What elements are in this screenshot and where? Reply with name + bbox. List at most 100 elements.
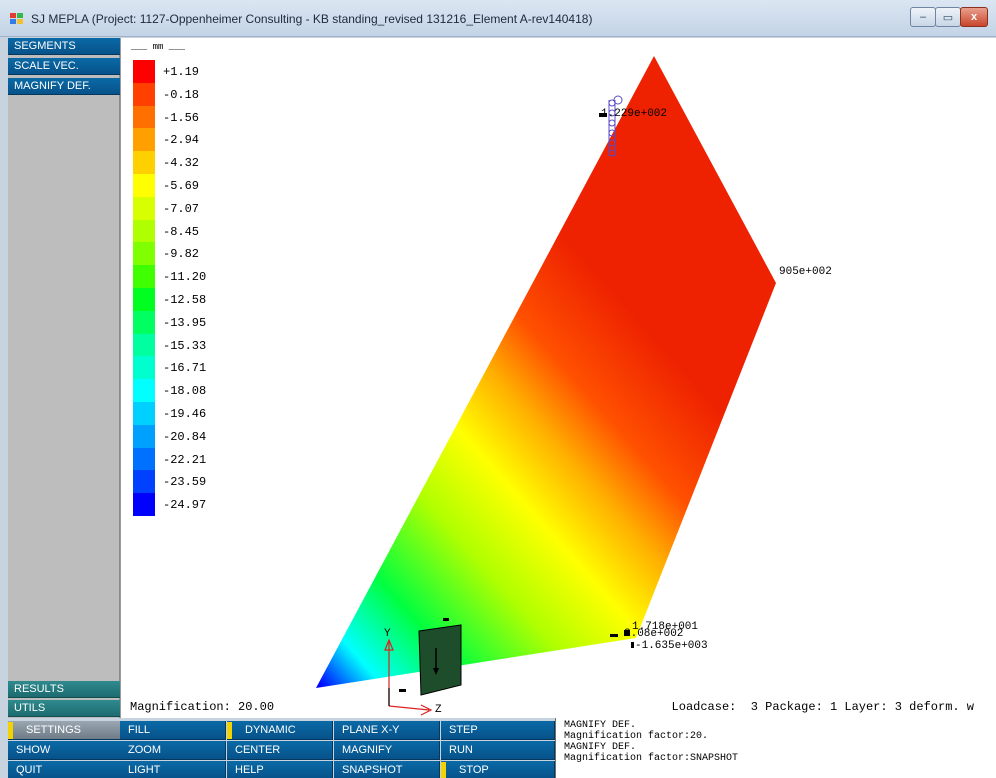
- legend-row: -16.71: [133, 356, 293, 380]
- legend-value: -12.58: [163, 293, 207, 307]
- legend-value: -11.20: [163, 270, 207, 285]
- legend-row: -0.18: [133, 82, 293, 106]
- loadcase-status: Loadcase: 3 Package: 1 Layer: 3 deform. …: [671, 700, 974, 714]
- close-icon: x: [970, 11, 978, 23]
- annotation-bottom-c: -1.635e+003: [635, 640, 708, 652]
- legend-row: -22.21: [133, 447, 293, 471]
- close-button[interactable]: x: [960, 7, 988, 27]
- legend-row: -8.45: [133, 219, 293, 243]
- segments-button[interactable]: SEGMENTS: [8, 38, 120, 55]
- legend-value: -24.97: [163, 498, 207, 513]
- console-line: MAGNIFY DEF.: [564, 720, 637, 731]
- legend-swatch: [133, 242, 155, 266]
- model-canvas: Y Z: [316, 56, 776, 716]
- z-axis-label: Z: [435, 704, 442, 716]
- legend-row: -2.94: [133, 128, 293, 152]
- step-button[interactable]: STEP: [441, 721, 555, 740]
- plane-button[interactable]: PLANE X-Y: [334, 721, 440, 740]
- console-line: MAGNIFY DEF.: [564, 742, 637, 753]
- fill-button[interactable]: FILL: [120, 721, 226, 740]
- legend-row: -24.97: [133, 493, 293, 517]
- legend-row: -4.32: [133, 151, 293, 175]
- utils-button[interactable]: UTILS: [8, 700, 120, 717]
- axis-triad: [384, 638, 433, 716]
- legend-row: -5.69: [133, 174, 293, 197]
- settings-button[interactable]: SETTINGS: [8, 721, 120, 740]
- legend-row: -18.08: [133, 379, 293, 403]
- legend-swatch: [133, 379, 155, 403]
- legend-swatch: [133, 128, 155, 152]
- results-viewport[interactable]: Y Z ___ mm ___ +1.19 -0.18 -1.56 -2.94 -4.32…: [120, 38, 996, 718]
- support-markers-top: [608, 95, 623, 157]
- maximize-button[interactable]: ▭: [935, 7, 961, 27]
- legend-value: -8.45: [163, 224, 200, 239]
- scale-vec-button[interactable]: SCALE VEC.: [8, 58, 120, 75]
- active-indicator: [227, 722, 232, 739]
- load-arrow-top: [599, 113, 607, 117]
- console-output[interactable]: MAGNIFY DEF. Magnification factor:20. MA…: [555, 718, 996, 778]
- legend-value: -0.18: [163, 87, 200, 102]
- deformed-plate: [316, 56, 776, 688]
- legend-unit-label: ___ mm ___: [131, 42, 186, 52]
- window-title: SJ MEPLA (Project: 1127-Oppenheimer Cons…: [31, 12, 593, 26]
- app-icon: [10, 13, 24, 25]
- legend-swatch: [133, 174, 155, 197]
- quit-button[interactable]: QUIT: [8, 761, 120, 778]
- legend-row: +1.19: [133, 60, 293, 83]
- legend-swatch: [133, 447, 155, 471]
- results-button[interactable]: RESULTS: [8, 681, 120, 698]
- show-button[interactable]: SHOW: [8, 741, 120, 760]
- legend-swatch: [133, 105, 155, 129]
- legend-swatch: [133, 82, 155, 106]
- run-button[interactable]: RUN: [441, 741, 555, 760]
- legend-value: -5.69: [163, 179, 200, 193]
- legend-value: +1.19: [163, 65, 200, 79]
- side-menu: SEGMENTS SCALE VEC. MAGNIFY DEF. RESULTS…: [8, 38, 120, 718]
- legend-swatch: [133, 470, 155, 494]
- magnify-button[interactable]: MAGNIFY: [334, 741, 440, 760]
- legend-row: -19.46: [133, 402, 293, 425]
- magnify-def-button[interactable]: MAGNIFY DEF.: [8, 78, 120, 95]
- zoom-button[interactable]: ZOOM: [120, 741, 226, 760]
- stop-button[interactable]: STOP: [441, 761, 555, 778]
- legend-row: -7.07: [133, 196, 293, 220]
- center-button[interactable]: CENTER: [227, 741, 333, 760]
- light-button[interactable]: LIGHT: [120, 761, 226, 778]
- legend-swatch: [133, 356, 155, 380]
- title-bar: SJ MEPLA (Project: 1127-Oppenheimer Cons…: [0, 0, 996, 37]
- legend-value: -2.94: [163, 133, 200, 148]
- legend-swatch: [133, 219, 155, 243]
- legend-swatch: [133, 196, 155, 220]
- legend-row: -23.59: [133, 470, 293, 494]
- legend-swatch: [133, 310, 155, 334]
- legend-row: -15.33: [133, 333, 293, 357]
- legend-swatch: [133, 424, 155, 448]
- maximize-icon: ▭: [942, 11, 954, 24]
- legend-value: -13.95: [163, 315, 207, 330]
- dynamic-button[interactable]: DYNAMIC: [227, 721, 333, 740]
- legend-row: -1.56: [133, 105, 293, 129]
- settings-label: SETTINGS: [26, 724, 82, 736]
- stop-label: STOP: [459, 764, 489, 776]
- legend-value: -23.59: [163, 475, 207, 490]
- legend-value: -20.84: [163, 429, 207, 444]
- legend-swatch: [133, 402, 155, 425]
- y-axis-label: Y: [384, 628, 391, 640]
- legend-row: -12.58: [133, 288, 293, 311]
- legend-row: -11.20: [133, 265, 293, 289]
- legend-value: -18.08: [163, 384, 207, 399]
- legend-swatch: [133, 265, 155, 289]
- legend-swatch: [133, 288, 155, 311]
- minimize-button[interactable]: –: [910, 7, 936, 27]
- legend-swatch: [133, 60, 155, 83]
- snapshot-button[interactable]: SNAPSHOT: [334, 761, 440, 778]
- legend-value: -4.32: [163, 156, 200, 171]
- legend-swatch: [133, 151, 155, 175]
- support-block: [418, 624, 462, 696]
- help-button[interactable]: HELP: [227, 761, 333, 778]
- legend-swatch: [133, 493, 155, 517]
- console-line: Magnification factor:SNAPSHOT: [564, 753, 739, 764]
- minimize-icon: –: [919, 11, 927, 23]
- legend-swatch: [133, 333, 155, 357]
- console-line: Magnification factor:20.: [564, 731, 709, 742]
